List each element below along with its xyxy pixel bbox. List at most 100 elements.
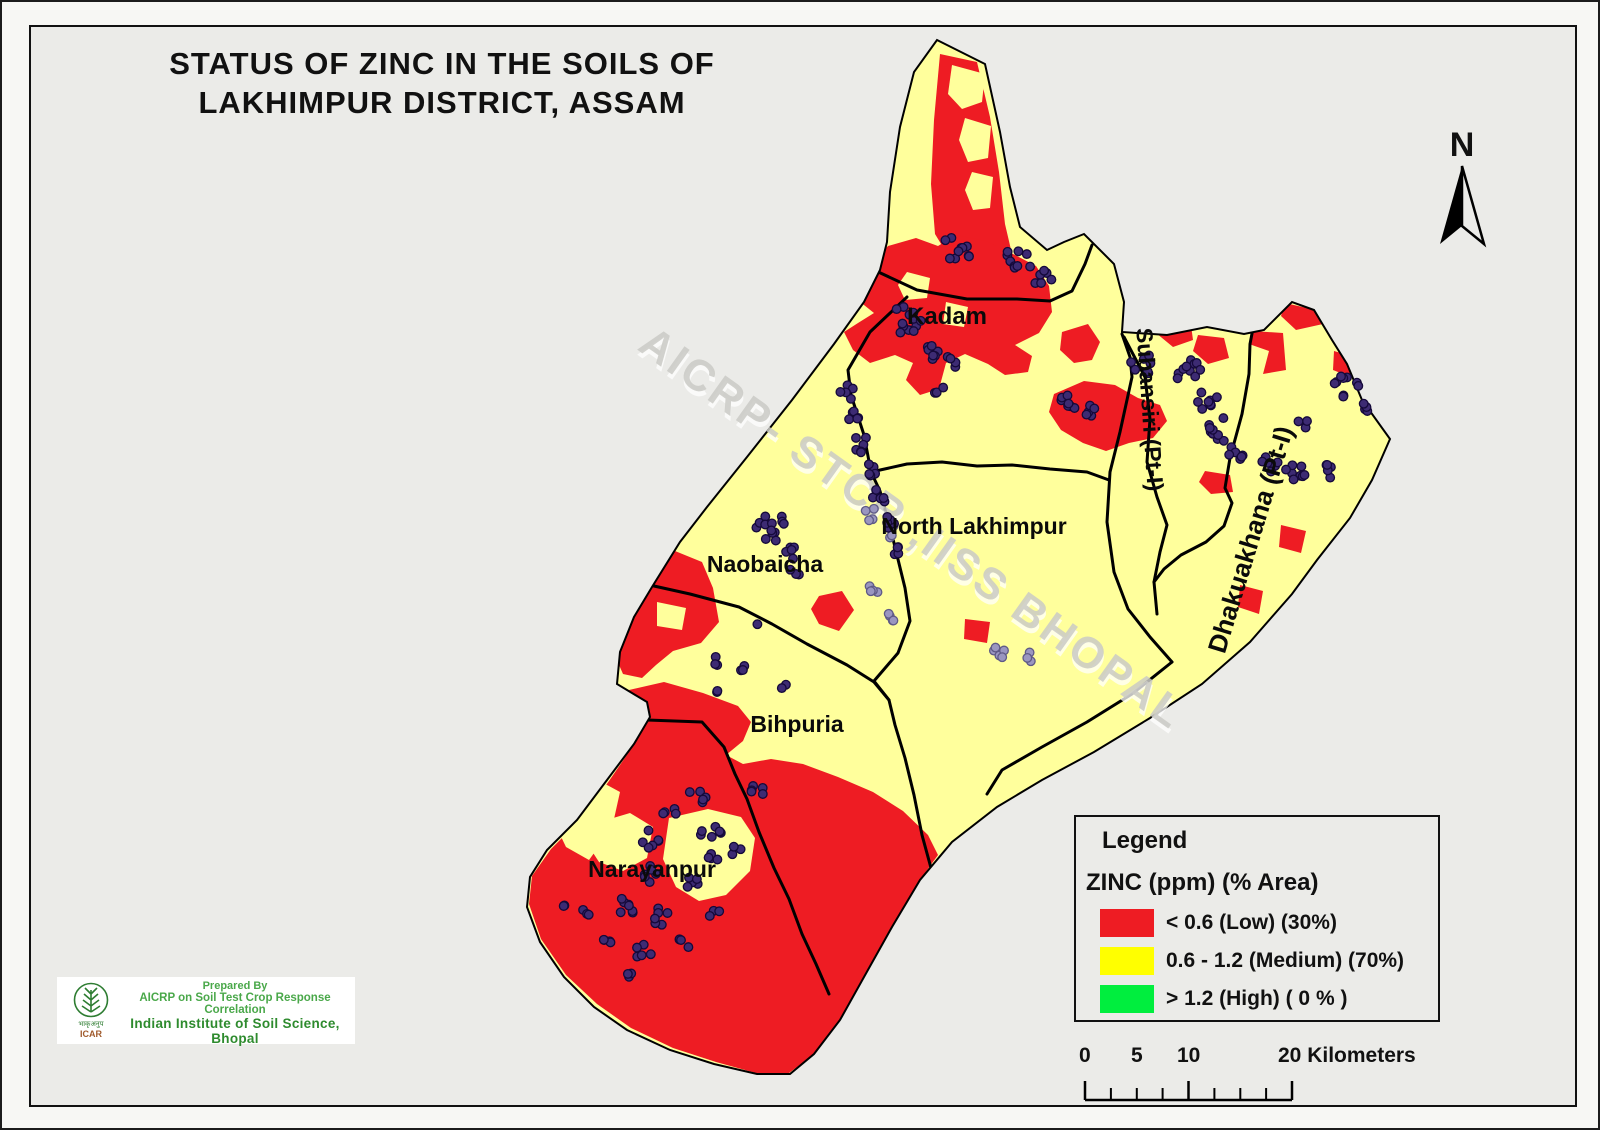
sample-point [696, 826, 707, 837]
sample-point [1063, 398, 1074, 409]
sample-point [938, 382, 949, 393]
sample-point [639, 871, 650, 882]
sample-point [1224, 449, 1235, 460]
sample-point [1195, 364, 1206, 375]
scale-tick-10: 10 [1177, 1044, 1201, 1067]
sample-point [646, 864, 657, 875]
sample-point [1197, 403, 1208, 414]
sample-point [649, 913, 660, 924]
map-title-line1: STATUS OF ZINC IN THE SOILS OF [169, 46, 715, 81]
sample-point [698, 794, 708, 805]
sample-point [670, 808, 681, 819]
credits-box: भाकृअनुप ICAR Prepared By AICRP on Soil … [57, 977, 355, 1046]
sample-point [1257, 456, 1268, 467]
sample-point [1046, 274, 1057, 285]
circle-boundary-line [869, 460, 1111, 482]
sample-point [860, 505, 871, 516]
north-label: N [1449, 126, 1475, 164]
legend-label-low: < 0.6 (Low) (30%) [1166, 911, 1337, 934]
circle-boundary-line [643, 582, 891, 702]
sample-point [1236, 451, 1247, 462]
red-zone-low-zinc [1238, 585, 1263, 614]
sample-point [1293, 416, 1304, 427]
sample-point [888, 615, 899, 626]
sample-point [844, 414, 855, 425]
sample-point [1181, 361, 1192, 372]
sample-point [766, 525, 777, 536]
sample-point [632, 942, 642, 953]
red-zone-low-zinc [964, 619, 990, 643]
sample-point [616, 893, 627, 904]
credits-text: Prepared By AICRP on Soil Test Crop Resp… [117, 980, 353, 1046]
sample-point [682, 881, 693, 892]
credits-line1: Prepared By [202, 980, 268, 992]
sample-point [623, 900, 634, 911]
sample-point [1002, 246, 1013, 257]
sample-point [1211, 392, 1222, 403]
sample-point [1338, 391, 1349, 402]
sample-point [944, 253, 955, 264]
sample-point [1081, 409, 1092, 420]
sample-point [895, 327, 906, 338]
sample-point [865, 586, 876, 597]
scale-end-label: 20 Kilometers [1278, 1044, 1416, 1067]
sample-point [863, 459, 874, 470]
red-zone-low-zinc [811, 591, 854, 631]
sample-point [658, 808, 669, 819]
region-label-bihpuria: Bihpuria [750, 711, 843, 737]
sample-point [558, 901, 569, 911]
sample-point [868, 503, 879, 514]
sample-point [990, 642, 1001, 653]
sample-point [714, 826, 725, 837]
sample-point [1272, 457, 1283, 468]
sample-point [908, 307, 919, 318]
sample-point [785, 564, 796, 575]
sample-point [1025, 261, 1036, 272]
sample-point [776, 683, 787, 694]
sample-point [928, 350, 939, 361]
sample-point [1218, 435, 1229, 446]
sample-point [892, 542, 903, 553]
sample-point [1039, 265, 1050, 276]
sample-point [757, 789, 768, 799]
sample-point [1193, 396, 1203, 407]
district-outline [525, 38, 1392, 1075]
sample-point [1302, 416, 1312, 427]
scale-tick-0: 0 [1079, 1044, 1091, 1067]
sample-point [851, 432, 861, 443]
sample-point [926, 340, 937, 351]
legend-row-low: < 0.6 (Low) (30%) [1076, 909, 1438, 939]
sample-point [1196, 387, 1207, 398]
scale-ruler [1083, 1081, 1294, 1102]
region-label-narayanpur: Narayanpur [588, 856, 716, 882]
icar-logo-icon: भाकृअनुप ICAR [73, 982, 109, 1039]
sample-point [691, 874, 702, 885]
north-arrow: N [1428, 128, 1496, 250]
sample-points-layer [558, 232, 1373, 982]
sample-point [953, 246, 964, 257]
sample-point [1130, 364, 1141, 375]
sample-point [852, 413, 863, 424]
legend-row-medium: 0.6 - 1.2 (Medium) (70%) [1076, 947, 1438, 977]
circle-boundary-line [645, 718, 831, 996]
red-zone-low-zinc [931, 54, 1012, 274]
map-title: STATUS OF ZINC IN THE SOILS OF LAKHIMPUR… [122, 44, 762, 122]
sample-point [997, 652, 1008, 663]
sample-point [760, 534, 771, 544]
sample-point [1126, 357, 1137, 368]
sample-point [835, 387, 846, 397]
sample-point [940, 235, 951, 246]
sample-point [908, 326, 919, 337]
region-label-naobaicha: Naobaicha [707, 551, 824, 577]
circle-boundary-line [1152, 316, 1257, 584]
scale-tick-5: 5 [1131, 1044, 1143, 1067]
sample-point [878, 493, 889, 503]
sample-point [1288, 474, 1299, 485]
credits-line2: AICRP on Soil Test Crop Response Correla… [139, 992, 331, 1016]
sample-point [683, 942, 694, 953]
sample-point [882, 511, 893, 522]
yellow-zone-medium-zinc [948, 65, 985, 109]
sample-point [752, 619, 763, 630]
sample-point [703, 852, 714, 863]
